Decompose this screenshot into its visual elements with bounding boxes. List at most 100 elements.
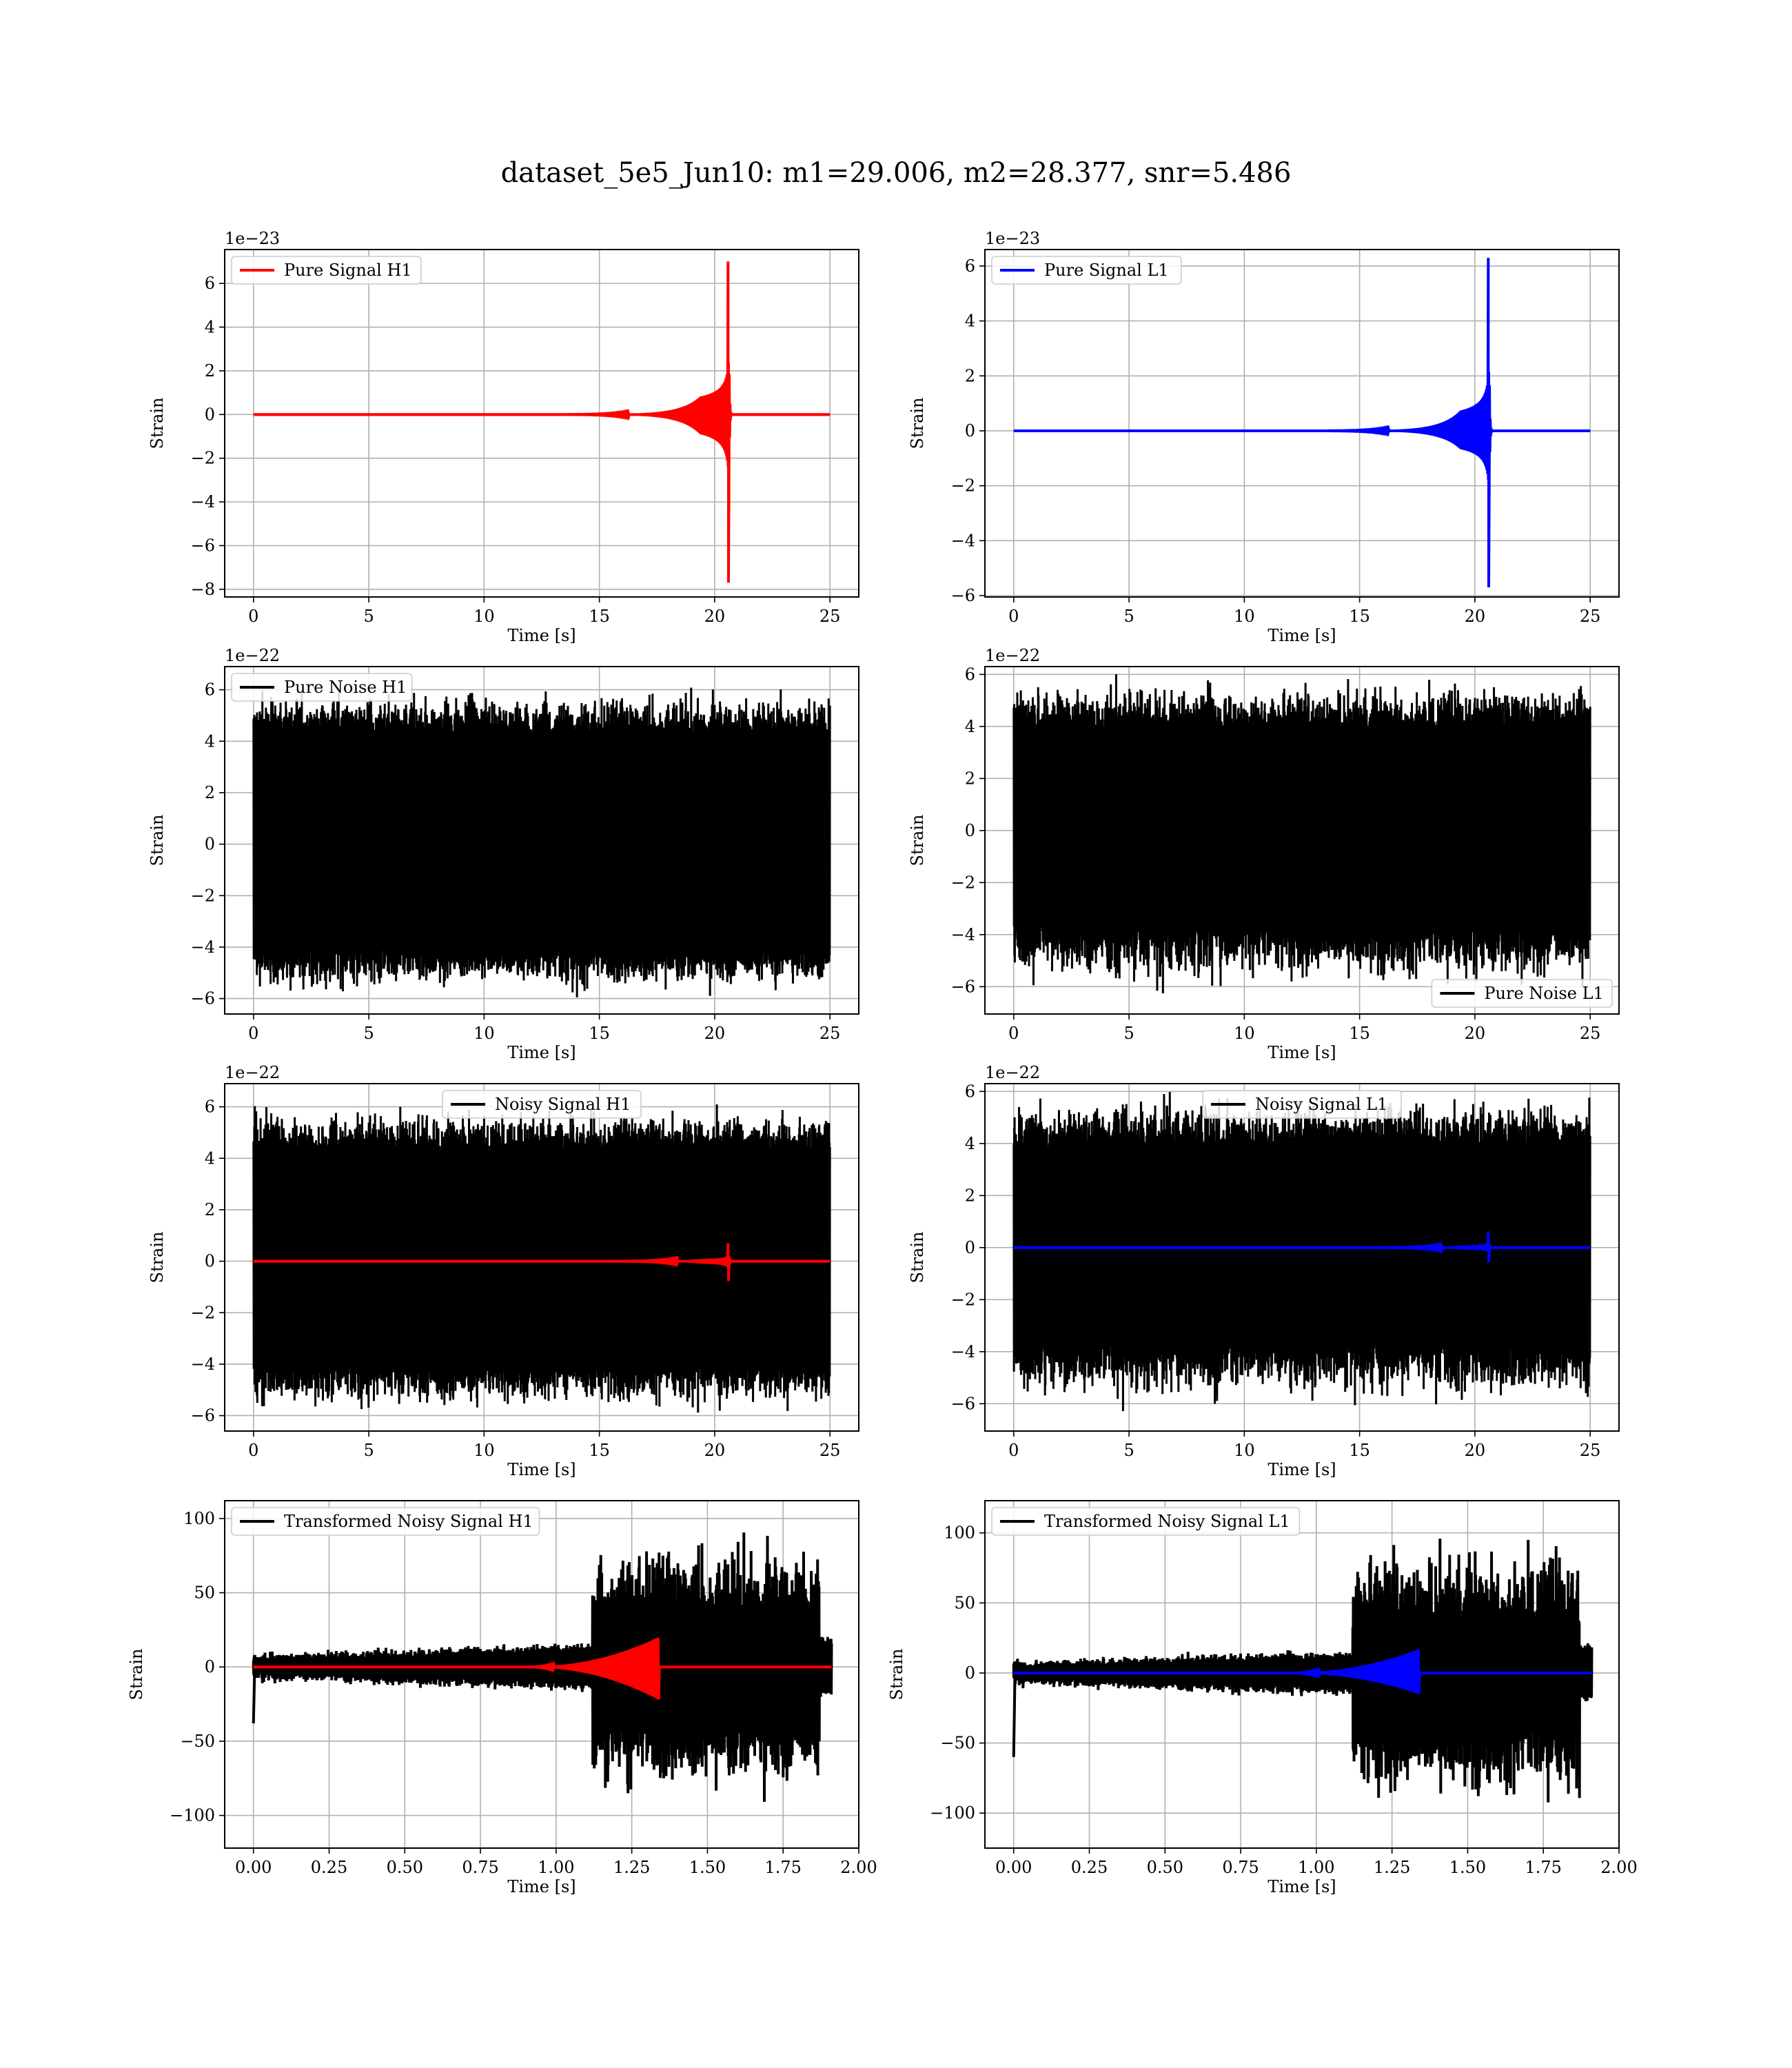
y-tick-label: −4 bbox=[951, 531, 975, 550]
y-offset-text: 1e−22 bbox=[985, 1063, 1040, 1082]
legend-label: Noisy Signal L1 bbox=[1255, 1095, 1387, 1114]
x-tick-label: 20 bbox=[704, 607, 726, 626]
x-tick-label: 25 bbox=[1580, 607, 1601, 626]
x-tick-label: 1.25 bbox=[613, 1858, 650, 1877]
legend: Transformed Noisy Signal L1 bbox=[991, 1507, 1301, 1536]
subplot-4: 0 5 10 15 20 25 −6 −4 −2 0 2 4 6 Time [s] Strain 1e−22 P… bbox=[908, 646, 1620, 1062]
y-tick-label: −2 bbox=[191, 1303, 215, 1322]
x-tick-label: 1.50 bbox=[689, 1858, 726, 1877]
legend-label: Pure Noise H1 bbox=[284, 678, 407, 697]
legend-label: Pure Signal L1 bbox=[1044, 261, 1169, 280]
y-tick-label: 0 bbox=[965, 1663, 975, 1683]
x-tick-label: 5 bbox=[1123, 1441, 1134, 1460]
y-tick-label: 100 bbox=[183, 1509, 215, 1528]
x-tick-label: 20 bbox=[1465, 1024, 1486, 1043]
y-tick-label: 50 bbox=[194, 1583, 215, 1603]
y-tick-label: 50 bbox=[954, 1593, 975, 1612]
y-tick-label: 2 bbox=[205, 1200, 215, 1219]
x-tick-label: 25 bbox=[1580, 1441, 1601, 1460]
x-tick-label: 1.00 bbox=[1298, 1858, 1334, 1877]
x-axis-label: Time [s] bbox=[1267, 1460, 1336, 1479]
x-tick-label: 5 bbox=[1123, 1024, 1134, 1043]
x-tick-label: 0.75 bbox=[1222, 1858, 1259, 1877]
x-tick-label: 10 bbox=[1234, 1441, 1255, 1460]
y-tick-label: 0 bbox=[205, 1252, 215, 1271]
series-group bbox=[1012, 1539, 1594, 1803]
y-tick-label: 0 bbox=[965, 1238, 975, 1257]
y-offset-text: 1e−23 bbox=[985, 229, 1040, 248]
series-group bbox=[252, 687, 831, 997]
x-tick-label: 10 bbox=[474, 607, 495, 626]
y-tick-label: −6 bbox=[951, 1394, 975, 1413]
x-tick-label: 20 bbox=[704, 1441, 726, 1460]
x-tick-label: 0 bbox=[1008, 1441, 1019, 1460]
y-tick-label: 4 bbox=[965, 1134, 975, 1153]
y-tick-label: −6 bbox=[951, 586, 975, 605]
legend: Pure Signal H1 bbox=[231, 256, 422, 285]
y-tick-label: −6 bbox=[191, 989, 215, 1008]
x-tick-label: 25 bbox=[819, 1441, 841, 1460]
x-tick-label: 1.00 bbox=[538, 1858, 574, 1877]
axes-frame bbox=[224, 249, 859, 598]
legend-label: Transformed Noisy Signal H1 bbox=[284, 1512, 533, 1531]
y-tick-label: 0 bbox=[205, 1657, 215, 1676]
x-axis-label: Time [s] bbox=[1267, 1043, 1336, 1062]
series-group bbox=[252, 1532, 833, 1802]
x-tick-label: 25 bbox=[819, 607, 841, 626]
x-tick-label: 5 bbox=[363, 1024, 374, 1043]
legend: Pure Signal L1 bbox=[991, 256, 1182, 285]
x-tick-label: 0.25 bbox=[1071, 1858, 1108, 1877]
y-axis-label: Strain bbox=[908, 398, 927, 449]
y-tick-label: −2 bbox=[951, 476, 975, 496]
y-tick-label: 0 bbox=[205, 835, 215, 854]
y-tick-label: 6 bbox=[205, 1097, 215, 1117]
y-axis-label: Strain bbox=[147, 815, 167, 866]
x-tick-label: 20 bbox=[1465, 607, 1486, 626]
y-tick-label: −6 bbox=[191, 536, 215, 556]
axes-frame bbox=[984, 1083, 1620, 1432]
x-tick-label: 0.75 bbox=[462, 1858, 498, 1877]
x-tick-label: 0 bbox=[248, 607, 258, 626]
y-tick-label: 6 bbox=[965, 665, 975, 684]
subplot-8: 0.00 0.25 0.50 0.75 1.00 1.25 1.50 1.75 2.00 −100… bbox=[887, 1500, 1638, 1896]
x-tick-label: 10 bbox=[474, 1441, 495, 1460]
y-tick-label: 4 bbox=[965, 312, 975, 331]
x-tick-label: 0 bbox=[1008, 607, 1019, 626]
x-tick-label: 0 bbox=[248, 1024, 258, 1043]
legend-box bbox=[442, 1090, 642, 1119]
x-tick-label: 20 bbox=[704, 1024, 726, 1043]
series-group bbox=[252, 1104, 831, 1413]
axes-frame bbox=[224, 666, 859, 1015]
series-line-0 bbox=[1012, 1539, 1594, 1803]
x-tick-label: 0.50 bbox=[1147, 1858, 1183, 1877]
x-tick-label: 0.50 bbox=[387, 1858, 423, 1877]
y-axis-label: Strain bbox=[908, 1232, 927, 1284]
y-axis-label: Strain bbox=[147, 398, 167, 449]
y-tick-label: −100 bbox=[930, 1803, 975, 1823]
y-tick-label: 4 bbox=[965, 717, 975, 736]
x-tick-label: 25 bbox=[819, 1024, 841, 1043]
y-tick-label: −6 bbox=[191, 1406, 215, 1426]
y-tick-label: 0 bbox=[965, 421, 975, 440]
series-line-0 bbox=[253, 261, 831, 583]
x-tick-label: 0 bbox=[1008, 1024, 1019, 1043]
legend: Noisy Signal L1 bbox=[1202, 1090, 1402, 1119]
legend-box bbox=[231, 1507, 540, 1536]
legend: Pure Noise H1 bbox=[231, 673, 413, 702]
legend: Transformed Noisy Signal H1 bbox=[231, 1507, 540, 1536]
y-tick-label: −6 bbox=[951, 977, 975, 996]
y-tick-label: 4 bbox=[205, 1148, 215, 1168]
y-tick-label: 6 bbox=[205, 274, 215, 293]
y-tick-label: −4 bbox=[191, 937, 215, 957]
series-line-0 bbox=[1013, 257, 1591, 588]
y-axis-label: Strain bbox=[127, 1649, 146, 1701]
y-tick-label: −2 bbox=[191, 886, 215, 905]
y-tick-label: 2 bbox=[965, 366, 975, 385]
legend-box bbox=[991, 256, 1182, 285]
y-offset-text: 1e−23 bbox=[225, 229, 280, 248]
series-group bbox=[1013, 257, 1591, 588]
x-tick-label: 10 bbox=[1234, 1024, 1255, 1043]
y-tick-label: 6 bbox=[965, 256, 975, 276]
y-tick-label: −50 bbox=[940, 1734, 975, 1753]
x-tick-label: 2.00 bbox=[1600, 1858, 1637, 1877]
